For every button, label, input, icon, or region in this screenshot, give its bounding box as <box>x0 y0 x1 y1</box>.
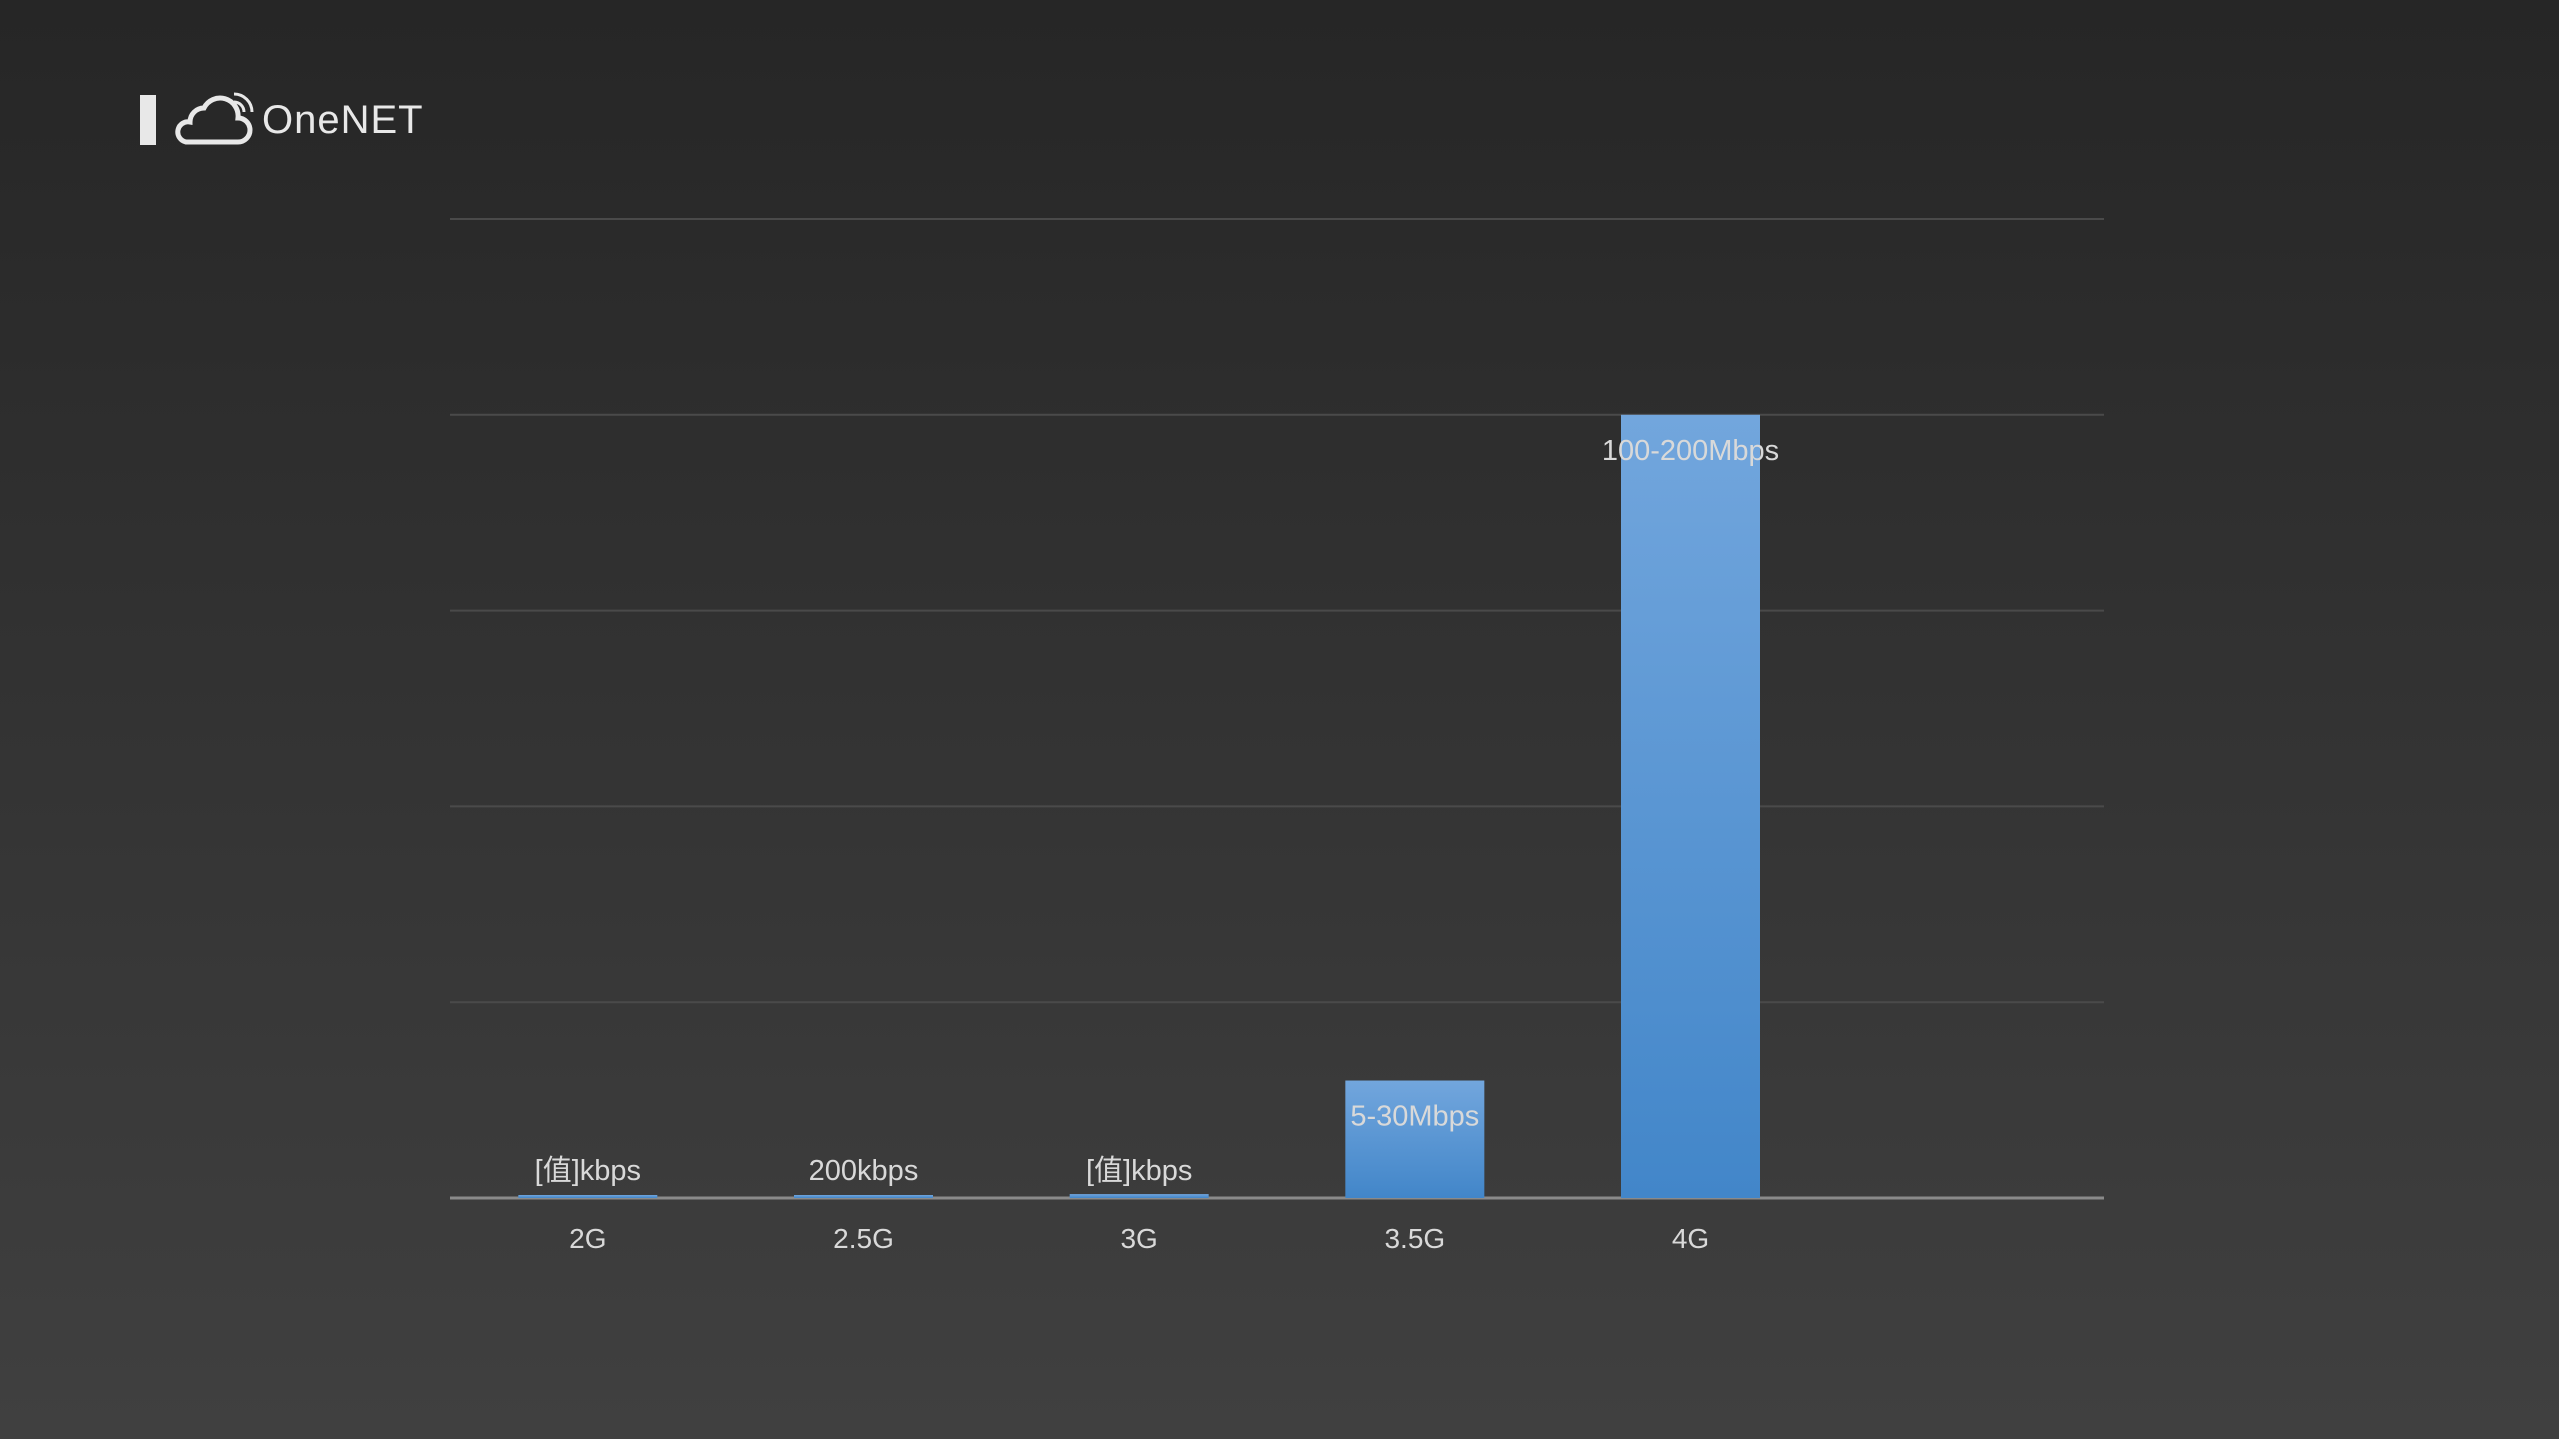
bar-2.5G <box>794 1195 933 1198</box>
data-label: 100-200Mbps <box>1602 435 1779 467</box>
onenet-logo: OneNET <box>140 92 424 148</box>
bar-3G <box>1069 1194 1209 1198</box>
x-tick-label: 2.5G <box>833 1223 894 1254</box>
data-label: 5-30Mbps <box>1350 1101 1479 1133</box>
x-tick-label: 2G <box>569 1223 606 1254</box>
data-label: [值]kbps <box>1086 1154 1192 1187</box>
x-tick-label: 4G <box>1672 1223 1709 1254</box>
data-label: 200kbps <box>809 1155 919 1187</box>
bar-3.5G <box>1345 1080 1485 1198</box>
data-label: [值]kbps <box>535 1154 641 1187</box>
bar-2G <box>518 1195 658 1198</box>
x-tick-label: 3G <box>1120 1223 1157 1254</box>
logo-text: OneNET <box>262 97 424 142</box>
bar-4G <box>1621 414 1760 1198</box>
x-tick-label: 3.5G <box>1384 1223 1445 1254</box>
cloud-icon <box>175 92 254 145</box>
logo-accent-bar <box>140 95 156 145</box>
